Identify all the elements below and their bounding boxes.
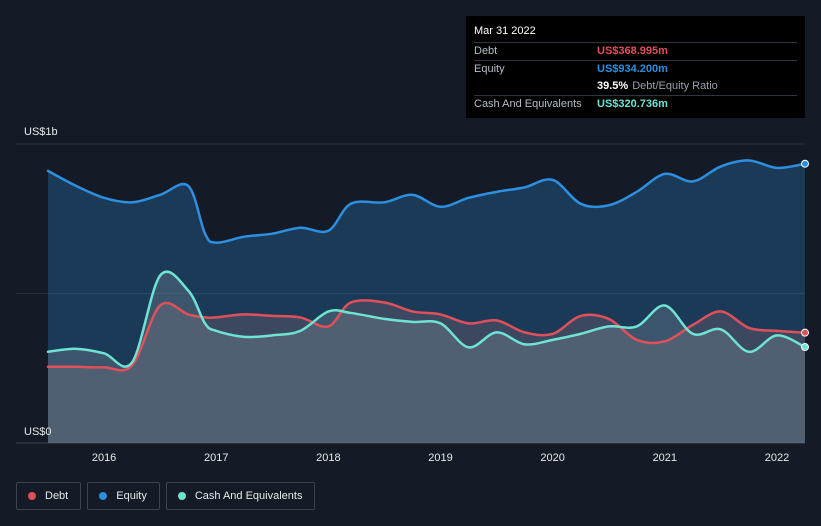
legend-label-cash: Cash And Equivalents: [194, 490, 303, 502]
equity-dot-icon: [99, 492, 108, 500]
tooltip: Mar 31 2022 Debt US$368.995m Equity US$9…: [466, 16, 805, 118]
tooltip-debt-label: Debt: [474, 45, 498, 57]
x-tick-label: 2022: [765, 452, 789, 464]
cash-line: [46, 270, 807, 368]
tooltip-cash-label: Cash And Equivalents: [474, 98, 582, 110]
tooltip-row-cash: Cash And Equivalents US$320.736m: [474, 95, 797, 113]
end-markers: [801, 159, 809, 352]
legend-item-cash[interactable]: Cash And Equivalents: [165, 482, 316, 510]
legend-item-debt[interactable]: Debt: [16, 482, 82, 510]
debt-end-marker: [801, 328, 809, 337]
legend-label-debt: Debt: [45, 490, 69, 502]
tooltip-equity-label: Equity: [474, 63, 505, 75]
tooltip-ratio-value: 39.5%: [597, 80, 629, 92]
tooltip-cash-value: US$320.736m: [597, 98, 668, 110]
x-tick-label: 2019: [428, 452, 452, 464]
x-tick-label: 2020: [540, 452, 564, 464]
equity-area: [48, 160, 805, 443]
equity-end-marker: [801, 159, 809, 168]
grid: [16, 143, 805, 444]
axes: US$0 US$1b 2016 2017 2018 2019 2020 2021 2022: [24, 126, 789, 464]
x-tick-label: 2021: [653, 452, 677, 464]
series-lines: [46, 159, 807, 372]
tooltip-equity-value: US$934.200m: [597, 63, 668, 75]
cash-area: [48, 271, 805, 443]
tooltip-debt-value: US$368.995m: [597, 45, 668, 57]
x-tick-label: 2016: [92, 452, 116, 464]
x-tick-label: 2018: [316, 452, 340, 464]
tooltip-row-equity: Equity US$934.200m: [474, 60, 797, 78]
legend: Debt Equity Cash And Equivalents: [16, 482, 316, 510]
debt-dot-icon: [28, 492, 36, 500]
debt-line: [46, 299, 807, 372]
x-tick-label: 2017: [204, 452, 228, 464]
y-tick-label: US$0: [24, 426, 52, 438]
tooltip-row-ratio: 39.5% Debt/Equity Ratio: [474, 78, 797, 95]
cash-dot-icon: [177, 492, 186, 500]
legend-label-equity: Equity: [116, 490, 147, 502]
y-tick-label: US$1b: [24, 126, 58, 138]
tooltip-date: Mar 31 2022: [474, 25, 536, 37]
equity-line: [46, 159, 807, 244]
legend-item-equity[interactable]: Equity: [87, 482, 160, 510]
tooltip-row-debt: Debt US$368.995m: [474, 42, 797, 60]
series-areas: [48, 160, 805, 443]
tooltip-ratio-label: Debt/Equity Ratio: [632, 80, 718, 92]
cash-end-marker: [801, 343, 809, 352]
